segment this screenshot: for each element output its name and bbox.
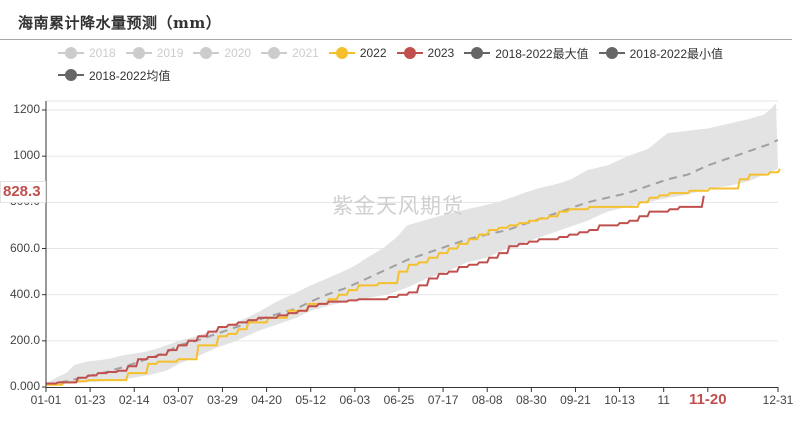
y-tick-label: 200.0 — [9, 332, 40, 347]
legend-label: 2018-2022最小值 — [629, 46, 723, 61]
line-2022 — [46, 168, 781, 386]
x-tick-label: 09-21 — [560, 393, 591, 407]
x-tick-label: 08-08 — [471, 393, 503, 407]
legend-circle-icon — [58, 68, 84, 82]
x-tick-label: 01-01 — [30, 393, 62, 407]
legend-label: 2022 — [359, 46, 387, 60]
line-2023 — [46, 195, 705, 385]
legend-circle-icon — [125, 46, 152, 60]
legend-item[interactable]: 2023 — [396, 46, 455, 60]
y-tick-label: 400.0 — [9, 286, 40, 301]
legend-label: 2018-2022最大值 — [495, 46, 589, 61]
x-tick-label: 11 — [657, 393, 670, 407]
x-tick-label: 08-30 — [515, 393, 547, 407]
legend-label: 2018 — [89, 46, 116, 60]
legend-label: 2018-2022均值 — [89, 68, 171, 83]
legend-item[interactable]: 2018 — [58, 46, 116, 60]
x-tick-label: 10-13 — [604, 393, 635, 407]
legend-row-2: 2018-2022均值 — [58, 64, 758, 86]
x-tick-label: 07-17 — [427, 393, 459, 407]
legend-label: 2020 — [224, 46, 252, 60]
x-tick-label: 03-29 — [207, 393, 238, 407]
legend-circle-icon — [58, 46, 84, 60]
legend-row-1: 2018 2019 2020 2021 2022 2023 2018-2022最大值 2018… — [58, 42, 758, 64]
x-tick-label: 11-20 — [689, 391, 727, 408]
y-tick-label: 1200 — [13, 102, 40, 116]
legend-circle-icon — [396, 46, 423, 60]
x-tick-label: 02-14 — [118, 393, 150, 407]
y-tick-label: 1000 — [13, 148, 40, 163]
x-tick-label: 06-25 — [383, 393, 415, 407]
legend-label: 2019 — [156, 46, 184, 60]
legend: 2018 2019 2020 2021 2022 2023 2018-2022最大值 2018… — [58, 42, 758, 86]
legend-item[interactable]: 2018-2022最小值 — [598, 45, 723, 62]
legend-item[interactable]: 2018-2022均值 — [58, 67, 170, 84]
legend-circle-icon — [261, 46, 288, 60]
x-tick-label: 06-03 — [339, 393, 371, 407]
current-value-marker: 828.3 — [0, 181, 46, 203]
legend-circle-icon — [328, 46, 355, 60]
x-tick-label: 04-20 — [251, 393, 282, 407]
legend-item[interactable]: 2022 — [328, 46, 387, 60]
min-max-band — [46, 103, 778, 386]
x-tick-label: 12-31 — [762, 393, 794, 407]
chart-title: 海南累计降水量预测（mm） — [18, 14, 222, 32]
legend-circle-icon — [464, 46, 491, 60]
x-tick-label: 05-12 — [295, 393, 327, 407]
x-tick-label: 03-07 — [163, 393, 194, 407]
y-tick-label: 600.0 — [9, 240, 40, 255]
x-tick-label: 01-23 — [74, 393, 106, 407]
title-divider — [0, 39, 792, 40]
legend-label: 2021 — [292, 46, 319, 60]
legend-label: 2023 — [427, 46, 455, 60]
legend-item[interactable]: 2019 — [125, 46, 184, 60]
legend-circle-icon — [598, 46, 625, 60]
y-tick-label: 0.000 — [9, 379, 40, 393]
legend-item[interactable]: 2021 — [261, 46, 319, 60]
legend-item[interactable]: 2020 — [193, 46, 251, 60]
legend-item[interactable]: 2018-2022最大值 — [464, 45, 589, 62]
legend-circle-icon — [193, 46, 220, 60]
